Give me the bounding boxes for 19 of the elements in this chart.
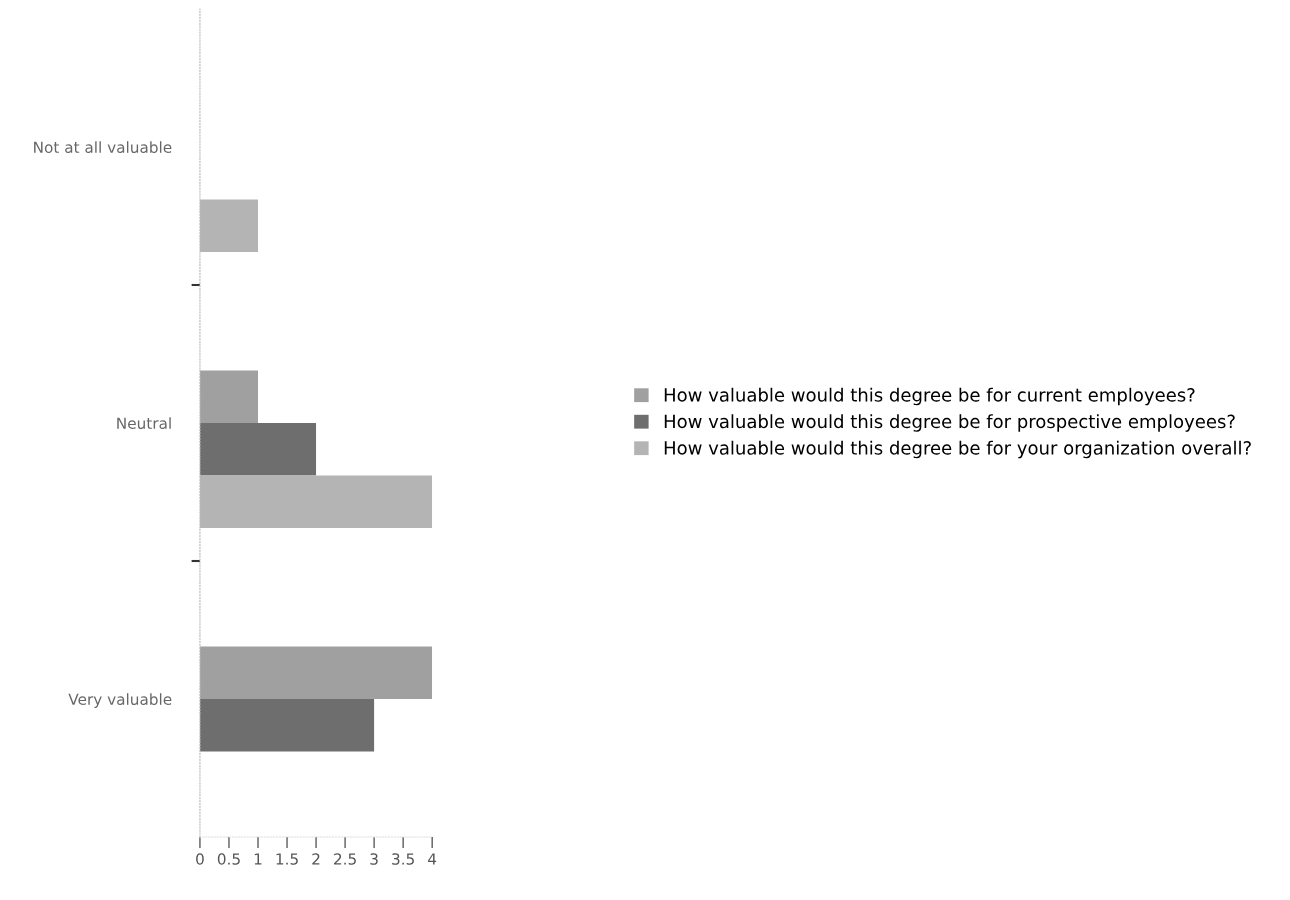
legend-label: How valuable would this degree be for prospective employees? bbox=[664, 414, 1235, 432]
x-tick-label: 3 bbox=[370, 853, 378, 865]
bar bbox=[199, 423, 317, 476]
x-tick-label: 1 bbox=[254, 853, 262, 865]
bar bbox=[199, 370, 258, 423]
x-tick-label: 2 bbox=[312, 853, 320, 865]
legend-label: How valuable would this degree be for current employees? bbox=[664, 387, 1195, 406]
x-tick-label: 0.5 bbox=[217, 853, 240, 865]
bar bbox=[199, 699, 375, 752]
y-tick-label: Very valuable bbox=[68, 693, 172, 708]
x-tick-label: 4 bbox=[428, 853, 437, 865]
y-tick-label: Neutral bbox=[117, 417, 171, 430]
x-tick-label: 0 bbox=[196, 853, 204, 865]
x-tick-label: 3.5 bbox=[392, 853, 414, 865]
x-tick-label: 2.5 bbox=[334, 853, 356, 865]
x-tick-label: 1.5 bbox=[276, 853, 298, 865]
y-tick-label: Not at all valuable bbox=[34, 141, 172, 154]
bar bbox=[199, 646, 433, 699]
legend-label: How valuable would this degree be for your organization overall? bbox=[664, 440, 1251, 459]
